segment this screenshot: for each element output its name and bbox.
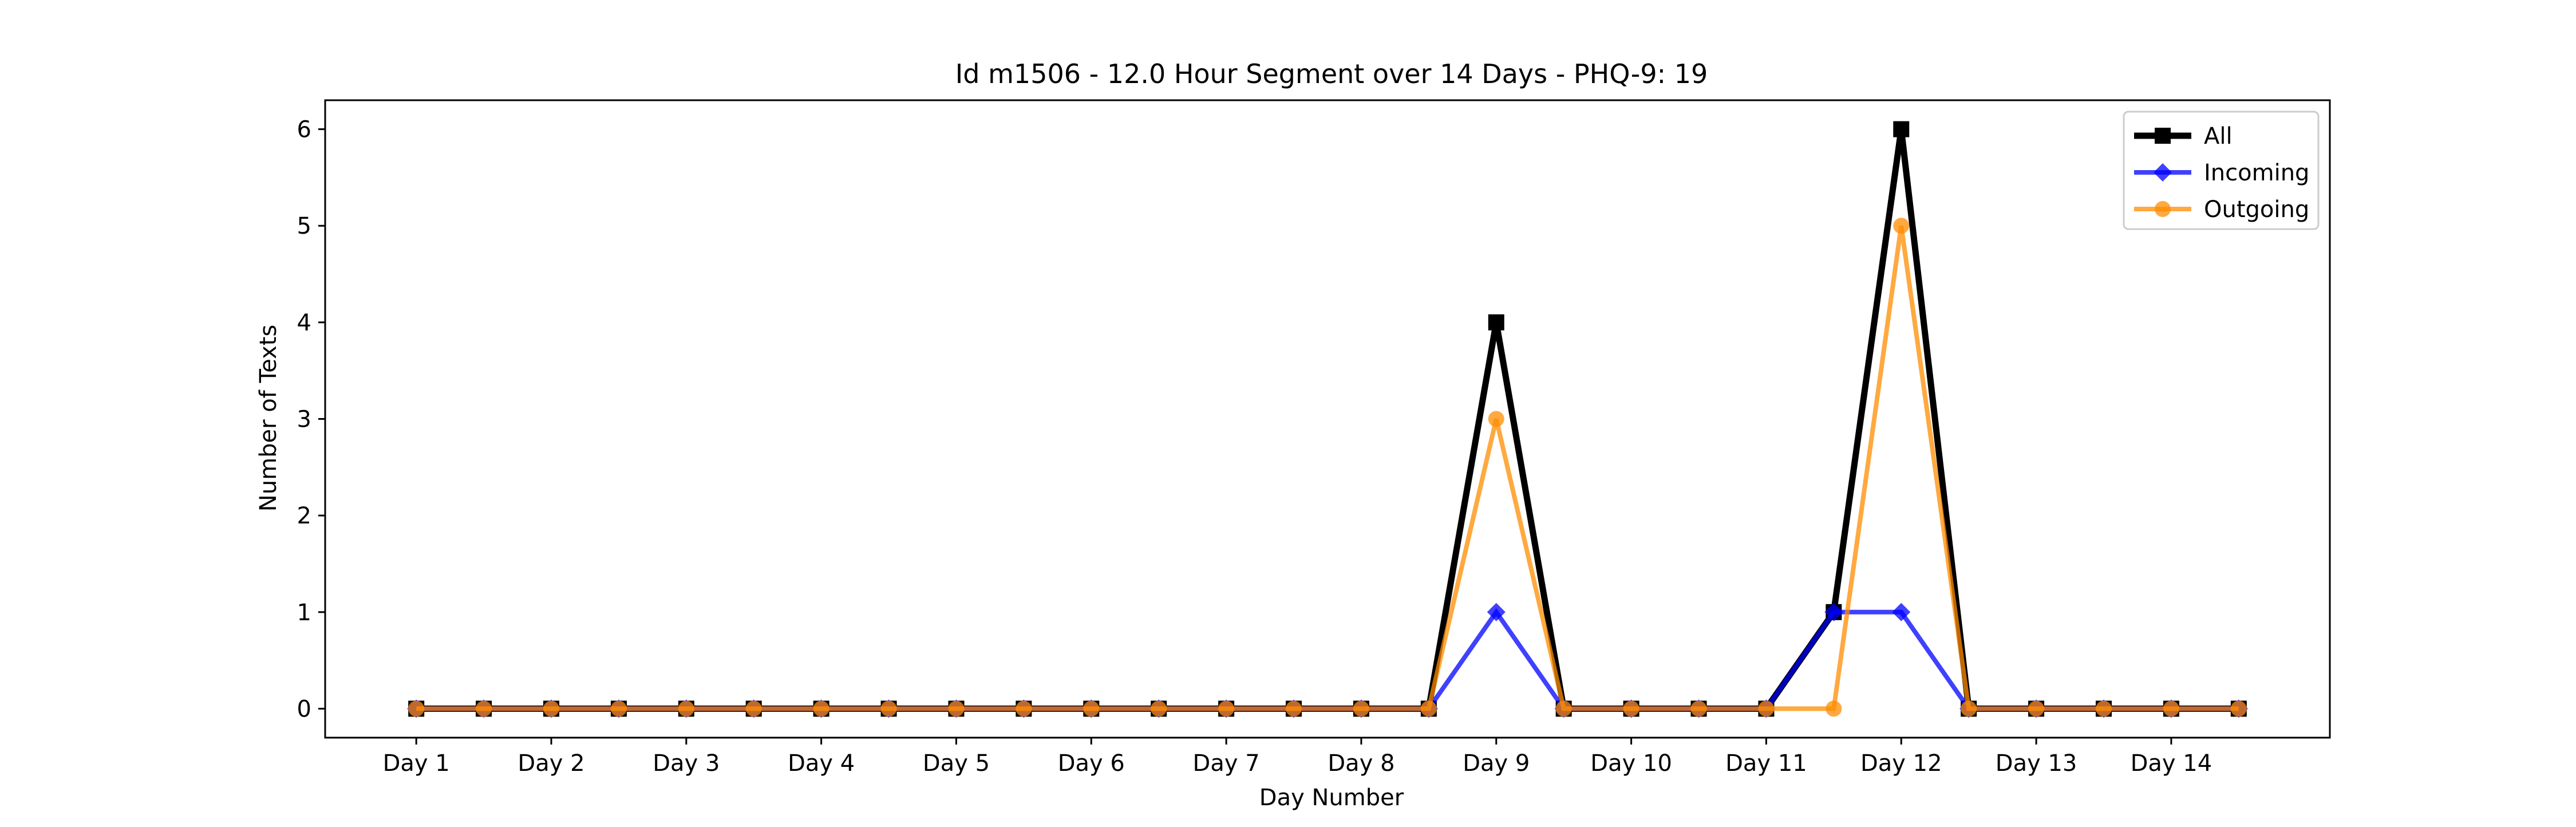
series-line-outgoing (416, 225, 2239, 711)
data-point-outgoing (1690, 700, 1707, 717)
data-point-outgoing (1016, 700, 1032, 717)
x-tick-label: Day 6 (1058, 750, 1125, 777)
data-point-outgoing (1758, 700, 1775, 717)
data-point-outgoing (543, 700, 560, 717)
data-point-outgoing (948, 700, 965, 717)
plot-layer: 0 1 2 3 4 5 6 Day 1 Day 2 Day 3 Day 4 Day 5 Day 6 Day… (297, 99, 2331, 777)
data-point-outgoing (1623, 700, 1639, 717)
x-tick-label: Day 13 (1996, 750, 2077, 777)
legend-label-all: All (2204, 123, 2233, 149)
x-tick-label: Day 7 (1193, 750, 1260, 777)
y-tick-label: 6 (297, 117, 311, 143)
series-line-all (416, 128, 2239, 712)
x-tick-label: Day 4 (788, 750, 855, 777)
legend-label-outgoing: Outgoing (2204, 196, 2309, 223)
data-point-outgoing (1826, 700, 1842, 717)
legend-label-incoming: Incoming (2204, 160, 2309, 186)
x-tick-label: Day 10 (1590, 750, 1672, 777)
chart-title: Id m1506 - 12.0 Hour Segment over 14 Day… (955, 58, 1708, 89)
data-point-outgoing (1420, 700, 1437, 717)
data-point-outgoing (1961, 700, 1977, 717)
plot-frame (324, 99, 2331, 739)
data-point-outgoing (1151, 700, 1167, 717)
x-tick-label: Day 5 (923, 750, 990, 777)
legend-marker-incoming (2154, 163, 2172, 182)
data-point-outgoing (1218, 700, 1235, 717)
y-tick-label: 3 (297, 407, 311, 433)
data-point-outgoing (2163, 700, 2179, 717)
x-tick-label: Day 14 (2131, 750, 2212, 777)
data-point-outgoing (408, 700, 425, 717)
x-tick-label: Day 1 (383, 750, 450, 777)
y-tick-label: 5 (297, 213, 311, 239)
x-tick-label: Day 9 (1463, 750, 1530, 777)
x-tick-label: Day 12 (1860, 750, 1942, 777)
data-point-outgoing (1555, 700, 1572, 717)
data-point-outgoing (2230, 700, 2247, 717)
legend-marker-outgoing (2155, 201, 2171, 217)
data-point-incoming (1824, 602, 1843, 621)
data-point-outgoing (745, 700, 762, 717)
y-tick-label: 0 (297, 696, 311, 722)
data-point-outgoing (813, 700, 829, 717)
y-tick-label: 2 (297, 503, 311, 529)
x-axis-label: Day Number (1259, 785, 1404, 811)
data-point-outgoing (1286, 700, 1302, 717)
data-point-outgoing (1488, 411, 1504, 427)
data-point-outgoing (2095, 700, 2112, 717)
x-tick-label: Day 2 (517, 750, 584, 777)
y-tick-label: 4 (297, 310, 311, 336)
data-point-incoming (1487, 602, 1506, 621)
data-point-all (1488, 314, 1504, 330)
x-tick-label: Day 11 (1725, 750, 1807, 777)
data-point-incoming (1892, 602, 1911, 621)
data-point-outgoing (880, 700, 897, 717)
y-axis-label: Number of Texts (255, 325, 282, 511)
data-point-outgoing (1353, 700, 1369, 717)
data-point-outgoing (610, 700, 627, 717)
data-point-outgoing (476, 700, 492, 717)
y-tick-label: 1 (297, 600, 311, 626)
x-tick-label: Day 3 (653, 750, 720, 777)
data-point-all (1893, 121, 1910, 137)
data-point-outgoing (1893, 218, 1910, 234)
data-point-outgoing (2028, 700, 2045, 717)
data-point-outgoing (678, 700, 694, 717)
legend-marker-all (2155, 128, 2171, 144)
data-point-outgoing (1083, 700, 1100, 717)
x-tick-label: Day 8 (1327, 750, 1394, 777)
legend-box (2123, 111, 2320, 230)
